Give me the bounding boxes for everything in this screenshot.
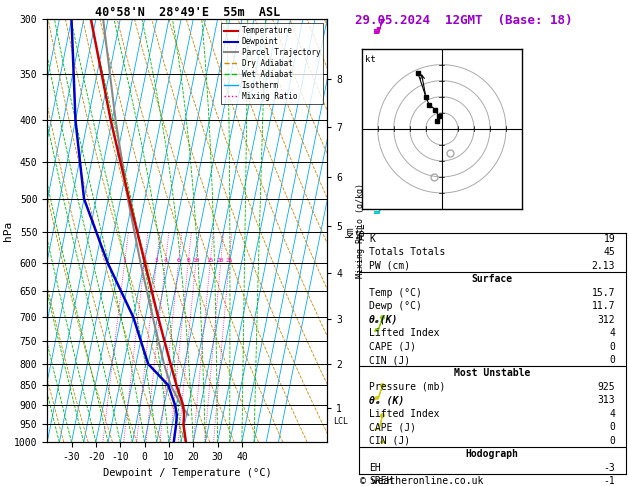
Text: 0: 0 xyxy=(610,422,615,433)
Text: 4: 4 xyxy=(610,409,615,419)
Text: Temp (°C): Temp (°C) xyxy=(369,288,422,297)
Text: Dewp (°C): Dewp (°C) xyxy=(369,301,422,311)
Text: EH: EH xyxy=(369,463,381,473)
Text: 313: 313 xyxy=(598,396,615,405)
Text: LCL: LCL xyxy=(333,417,348,426)
Text: -3: -3 xyxy=(603,463,615,473)
Text: 3: 3 xyxy=(155,258,159,263)
Text: PW (cm): PW (cm) xyxy=(369,260,410,271)
Text: θₑ (K): θₑ (K) xyxy=(369,396,404,405)
Text: 11.7: 11.7 xyxy=(592,301,615,311)
Text: 10: 10 xyxy=(192,258,199,263)
Text: 15: 15 xyxy=(206,258,214,263)
Text: 0: 0 xyxy=(610,342,615,351)
Legend: Temperature, Dewpoint, Parcel Trajectory, Dry Adiabat, Wet Adiabat, Isotherm, Mi: Temperature, Dewpoint, Parcel Trajectory… xyxy=(221,23,323,104)
Text: 19: 19 xyxy=(603,234,615,244)
Text: 312: 312 xyxy=(598,314,615,325)
Text: 8: 8 xyxy=(186,258,190,263)
Y-axis label: hPa: hPa xyxy=(3,221,13,241)
Text: CIN (J): CIN (J) xyxy=(369,355,410,365)
Text: SREH: SREH xyxy=(369,476,392,486)
Text: K: K xyxy=(369,234,375,244)
Text: CAPE (J): CAPE (J) xyxy=(369,422,416,433)
Text: Lifted Index: Lifted Index xyxy=(369,409,440,419)
Text: 2.13: 2.13 xyxy=(592,260,615,271)
Text: Surface: Surface xyxy=(472,274,513,284)
Text: CIN (J): CIN (J) xyxy=(369,436,410,446)
Text: 925: 925 xyxy=(598,382,615,392)
Text: 0: 0 xyxy=(610,436,615,446)
Text: Mixing Ratio (g/kg): Mixing Ratio (g/kg) xyxy=(355,183,365,278)
Text: Lifted Index: Lifted Index xyxy=(369,328,440,338)
Text: -1: -1 xyxy=(603,476,615,486)
Text: Hodograph: Hodograph xyxy=(465,450,519,459)
Text: © weatheronline.co.uk: © weatheronline.co.uk xyxy=(360,476,483,486)
Text: 4: 4 xyxy=(164,258,167,263)
Text: Most Unstable: Most Unstable xyxy=(454,368,530,379)
Y-axis label: km
ASL: km ASL xyxy=(345,222,366,240)
Text: Totals Totals: Totals Totals xyxy=(369,247,445,257)
Text: 0: 0 xyxy=(610,355,615,365)
X-axis label: Dewpoint / Temperature (°C): Dewpoint / Temperature (°C) xyxy=(103,468,272,478)
Text: 20: 20 xyxy=(217,258,225,263)
Text: θₑ(K): θₑ(K) xyxy=(369,314,399,325)
Text: 25: 25 xyxy=(225,258,233,263)
Text: 2: 2 xyxy=(142,258,146,263)
Text: kt: kt xyxy=(365,55,376,64)
Title: 40°58'N  28°49'E  55m  ASL: 40°58'N 28°49'E 55m ASL xyxy=(94,6,280,19)
Text: 4: 4 xyxy=(610,328,615,338)
Text: 45: 45 xyxy=(603,247,615,257)
Text: 1: 1 xyxy=(123,258,126,263)
Text: 29.05.2024  12GMT  (Base: 18): 29.05.2024 12GMT (Base: 18) xyxy=(355,14,573,27)
Text: 6: 6 xyxy=(177,258,181,263)
Text: 15.7: 15.7 xyxy=(592,288,615,297)
Text: CAPE (J): CAPE (J) xyxy=(369,342,416,351)
Text: Pressure (mb): Pressure (mb) xyxy=(369,382,445,392)
